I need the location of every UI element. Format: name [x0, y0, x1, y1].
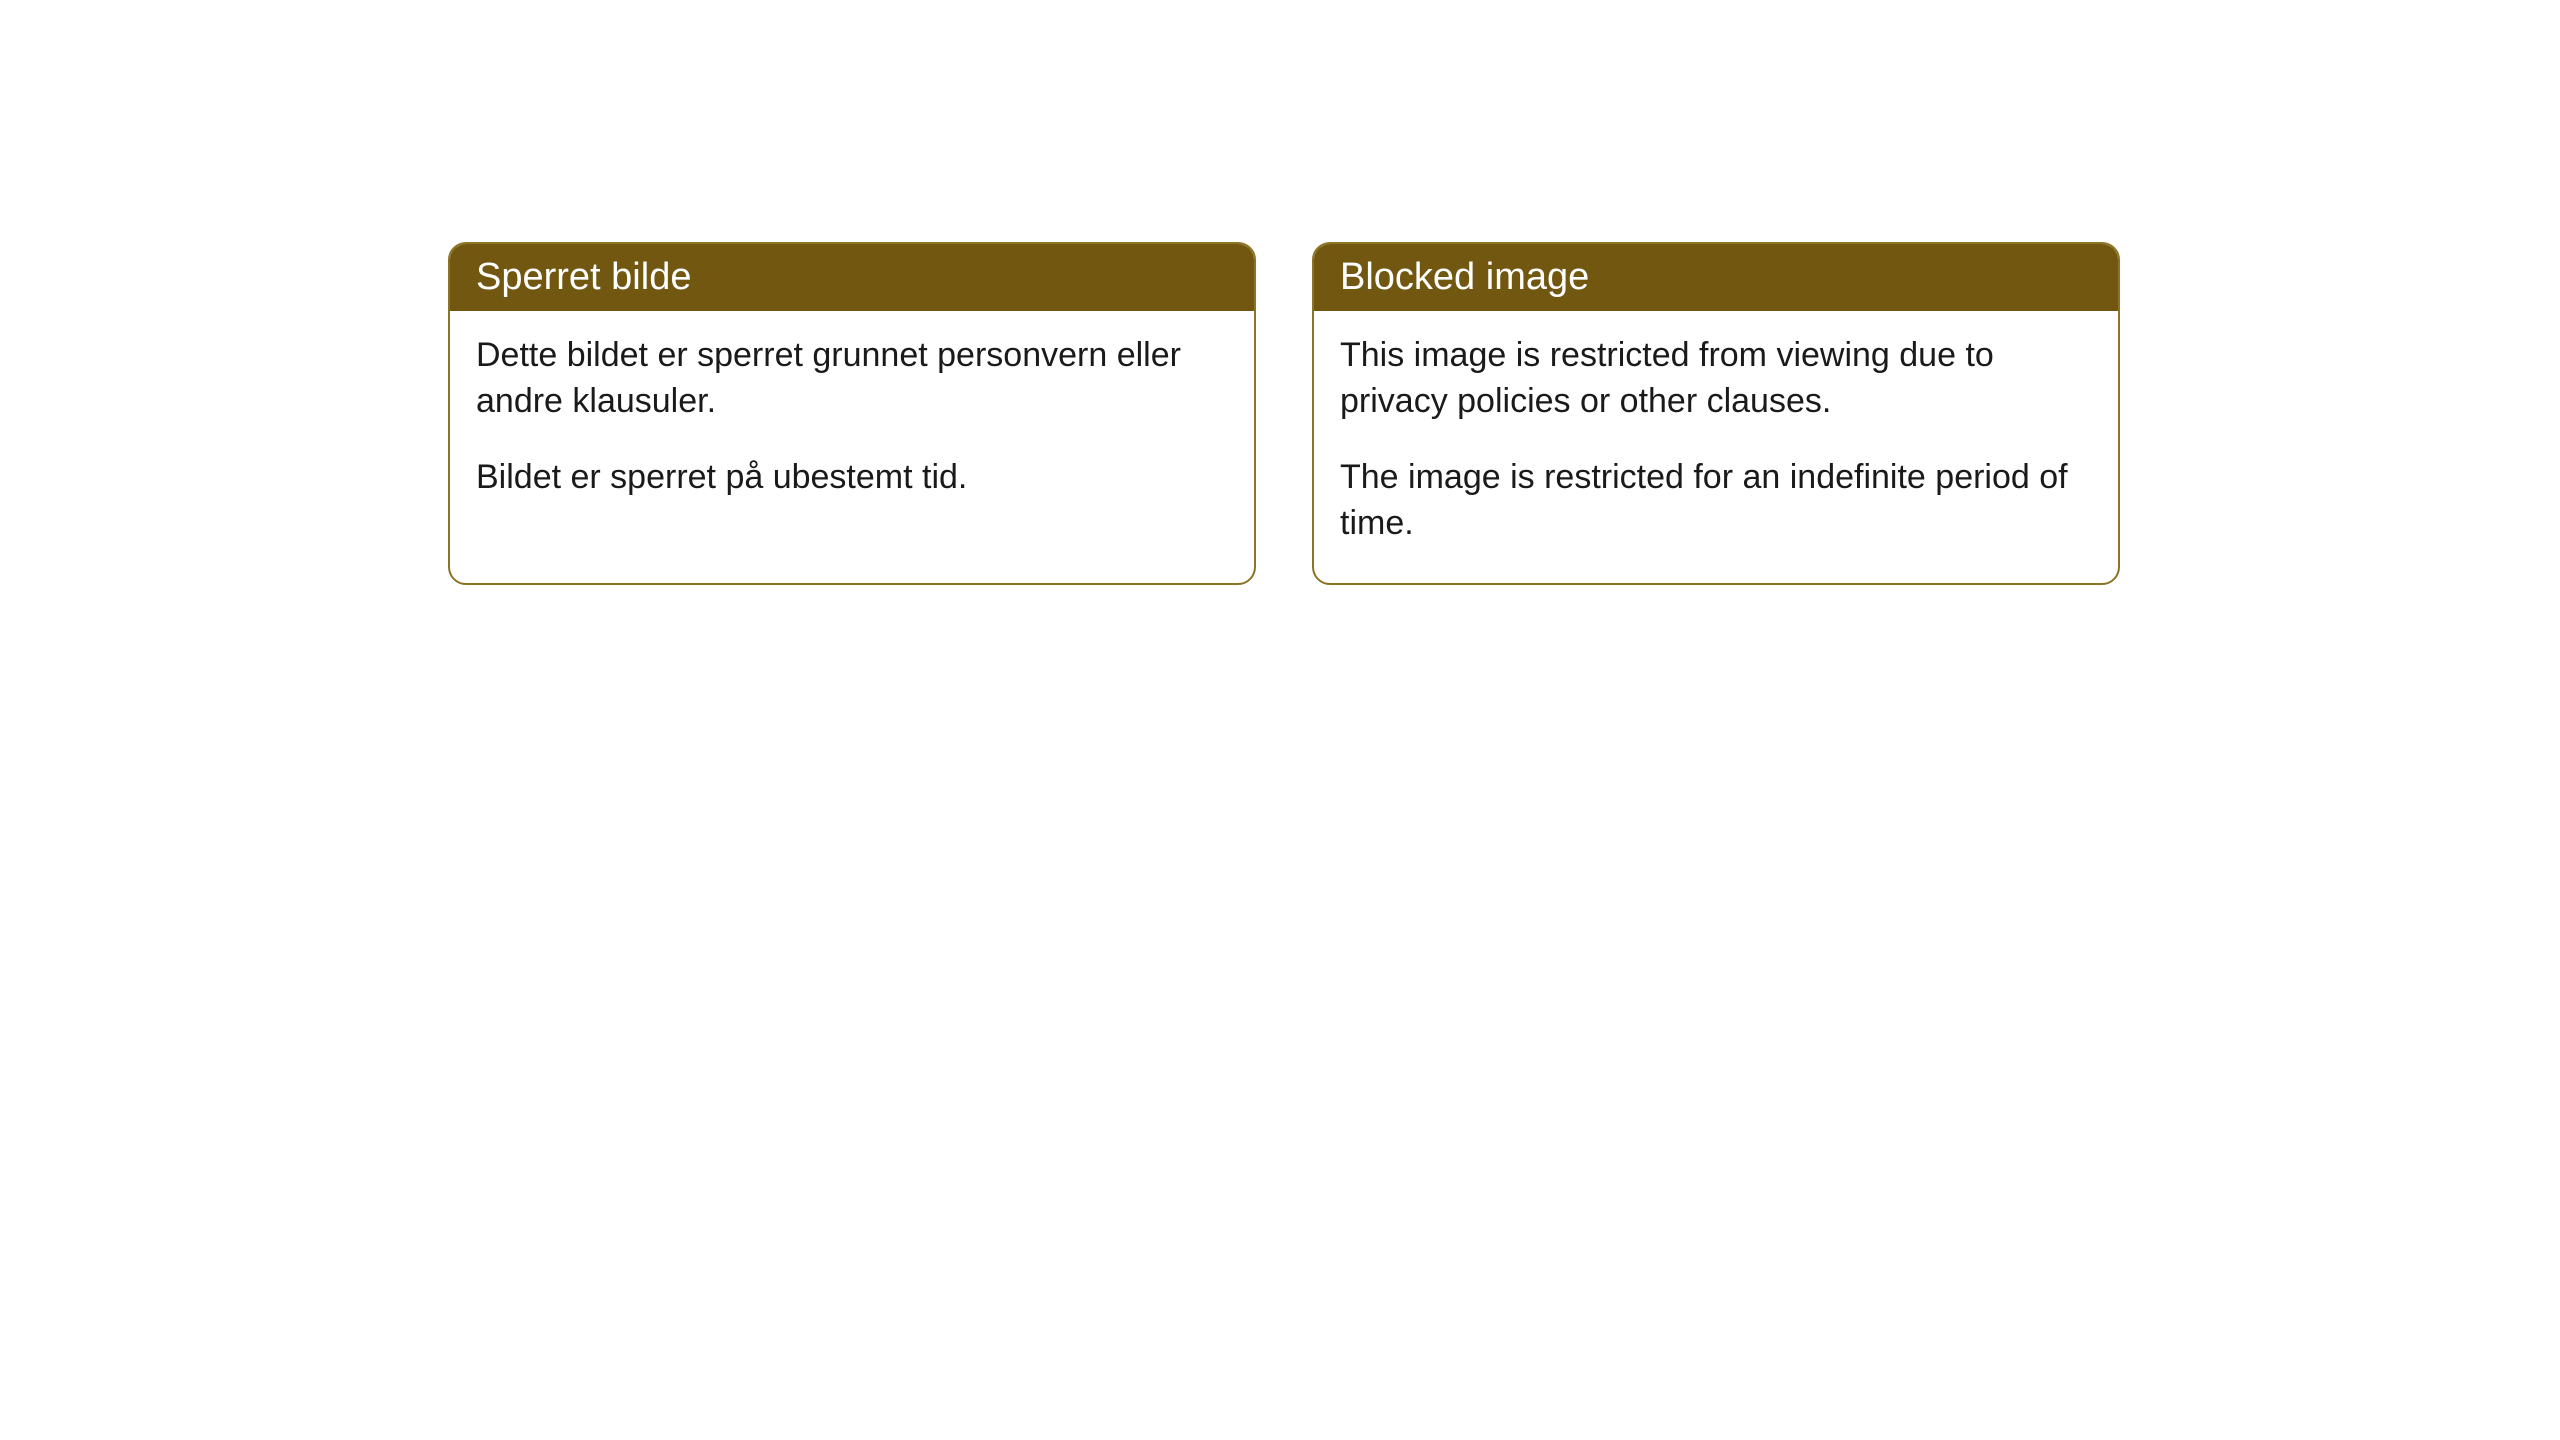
card-paragraph: Bildet er sperret på ubestemt tid.: [476, 455, 1228, 501]
card-header: Blocked image: [1314, 244, 2118, 311]
card-paragraph: This image is restricted from viewing du…: [1340, 333, 2092, 425]
card-paragraph: The image is restricted for an indefinit…: [1340, 455, 2092, 547]
card-body: This image is restricted from viewing du…: [1314, 311, 2118, 583]
card-norwegian: Sperret bilde Dette bildet er sperret gr…: [448, 242, 1256, 585]
card-body: Dette bildet er sperret grunnet personve…: [450, 311, 1254, 537]
card-paragraph: Dette bildet er sperret grunnet personve…: [476, 333, 1228, 425]
cards-container: Sperret bilde Dette bildet er sperret gr…: [448, 242, 2120, 585]
card-english: Blocked image This image is restricted f…: [1312, 242, 2120, 585]
card-header: Sperret bilde: [450, 244, 1254, 311]
